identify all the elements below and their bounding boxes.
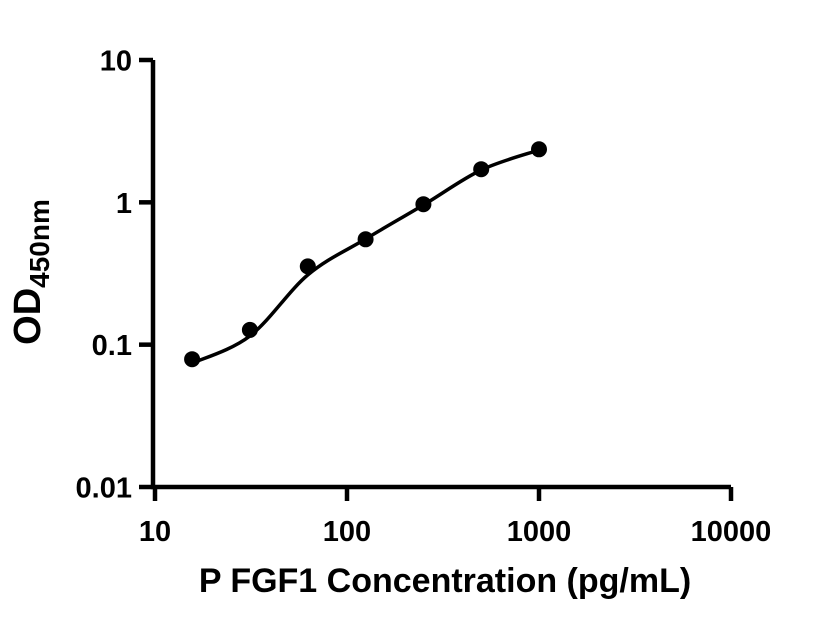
- x-axis-title: P FGF1 Concentration (pg/mL): [199, 562, 691, 600]
- data-point-marker: [357, 231, 374, 248]
- y-axis-title-main: OD: [7, 288, 49, 345]
- axis-spines: [150, 60, 731, 490]
- data-point-marker: [531, 141, 547, 158]
- y-axis-ticks: 0.01 0.1 1 10: [76, 45, 153, 504]
- x-tick-label: 10000: [691, 516, 772, 548]
- y-tick-label: 0.1: [92, 330, 132, 362]
- y-axis-title: OD450nm: [7, 199, 55, 345]
- x-axis-ticks: 10 100 1000 10000: [139, 487, 771, 548]
- data-point-marker: [184, 351, 201, 368]
- x-tick-label: 1000: [507, 516, 572, 548]
- x-tick-label: 10: [139, 516, 171, 548]
- data-point-marker: [299, 258, 316, 275]
- data-point-marker: [241, 321, 258, 338]
- y-tick-label: 1: [116, 188, 132, 220]
- data-points: [184, 141, 547, 368]
- y-tick-label: 0.01: [76, 472, 132, 504]
- x-tick-label: 100: [323, 516, 371, 548]
- data-point-marker: [473, 161, 490, 178]
- data-point-marker: [415, 196, 432, 213]
- y-tick-label: 10: [100, 45, 132, 77]
- y-axis-title-subscript: 450nm: [24, 199, 55, 288]
